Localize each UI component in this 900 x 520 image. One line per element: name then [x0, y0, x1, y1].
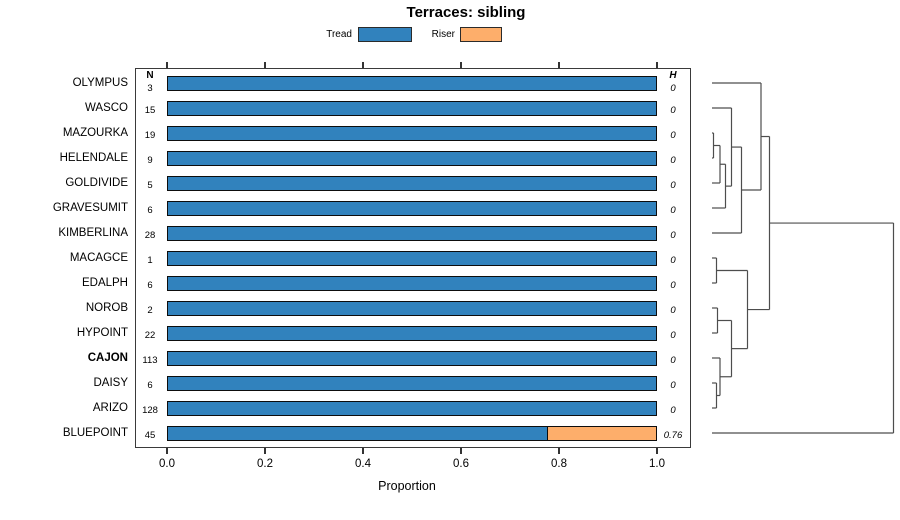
row-label: ARIZO [92, 402, 128, 414]
h-value: 0 [670, 354, 676, 366]
row-label: OLYMPUS [72, 77, 128, 89]
row-label: HYPOINT [76, 327, 128, 339]
legend-label-tread: Tread [326, 29, 352, 40]
row-label: KIMBERLINA [58, 227, 128, 239]
n-value: 2 [147, 304, 153, 316]
bar-tread [167, 225, 657, 241]
n-value: 113 [142, 354, 158, 366]
h-column-header: H [669, 69, 677, 81]
n-value: 128 [142, 404, 158, 416]
n-value: 28 [144, 229, 156, 241]
axis-tick-bottom [362, 448, 364, 454]
axis-tick-label: 0.0 [159, 458, 175, 470]
axis-tick-top [656, 62, 658, 68]
bar-tread [167, 400, 657, 416]
row-label: CAJON [87, 352, 128, 364]
bar-tread [167, 375, 657, 391]
h-value: 0 [670, 129, 676, 141]
h-value: 0 [670, 229, 676, 241]
axis-tick-bottom [264, 448, 266, 454]
chart-title: Terraces: sibling [406, 4, 526, 21]
axis-tick-label: 0.6 [453, 458, 469, 470]
n-value: 5 [147, 179, 153, 191]
row-label: WASCO [84, 102, 128, 114]
h-value: 0.76 [663, 429, 683, 441]
legend-swatch-tread [358, 27, 412, 42]
bar-tread [167, 100, 657, 116]
h-value: 0 [670, 254, 676, 266]
bar-tread [167, 300, 657, 316]
bar-tread [167, 250, 657, 266]
row-label: DAISY [93, 377, 128, 389]
bar-riser [547, 425, 657, 441]
n-value: 19 [144, 129, 156, 141]
bar-tread [167, 75, 657, 91]
h-value: 0 [670, 82, 676, 94]
n-value: 6 [147, 279, 153, 291]
bar-tread [167, 325, 657, 341]
axis-tick-top [558, 62, 560, 68]
axis-tick-top [362, 62, 364, 68]
n-value: 22 [144, 329, 156, 341]
axis-tick-label: 0.4 [355, 458, 371, 470]
axis-tick-label: 0.2 [257, 458, 273, 470]
bar-tread [167, 125, 657, 141]
axis-tick-top [166, 62, 168, 68]
h-value: 0 [670, 279, 676, 291]
legend-swatch-riser [460, 27, 502, 42]
bar-tread [167, 200, 657, 216]
h-value: 0 [670, 154, 676, 166]
row-label: EDALPH [81, 277, 128, 289]
axis-tick-label: 1.0 [649, 458, 665, 470]
n-value: 1 [147, 254, 153, 266]
row-label: GRAVESUMIT [52, 202, 128, 214]
row-label: NOROB [85, 302, 128, 314]
h-value: 0 [670, 379, 676, 391]
h-value: 0 [670, 104, 676, 116]
axis-tick-bottom [558, 448, 560, 454]
axis-tick-bottom [656, 448, 658, 454]
row-label: MACAGCE [69, 252, 128, 264]
axis-tick-label: 0.8 [551, 458, 567, 470]
h-value: 0 [670, 179, 676, 191]
bar-tread [167, 150, 657, 166]
n-value: 45 [144, 429, 156, 441]
axis-tick-bottom [460, 448, 462, 454]
h-value: 0 [670, 304, 676, 316]
n-value: 9 [147, 154, 153, 166]
n-value: 6 [147, 379, 153, 391]
plot-border-box [135, 68, 691, 448]
n-value: 3 [147, 82, 153, 94]
n-column-header: N [146, 69, 154, 81]
bar-tread [167, 175, 657, 191]
row-label: MAZOURKA [62, 127, 128, 139]
axis-tick-top [460, 62, 462, 68]
legend-label-riser: Riser [431, 29, 455, 40]
h-value: 0 [670, 404, 676, 416]
axis-tick-top [264, 62, 266, 68]
x-axis-label: Proportion [378, 479, 436, 493]
n-value: 6 [147, 204, 153, 216]
row-label: BLUEPOINT [62, 427, 128, 439]
row-label: HELENDALE [59, 152, 128, 164]
h-value: 0 [670, 204, 676, 216]
bar-tread [167, 275, 657, 291]
row-label: GOLDIVIDE [65, 177, 128, 189]
bar-tread [167, 350, 657, 366]
axis-tick-bottom [166, 448, 168, 454]
n-value: 15 [144, 104, 156, 116]
h-value: 0 [670, 329, 676, 341]
